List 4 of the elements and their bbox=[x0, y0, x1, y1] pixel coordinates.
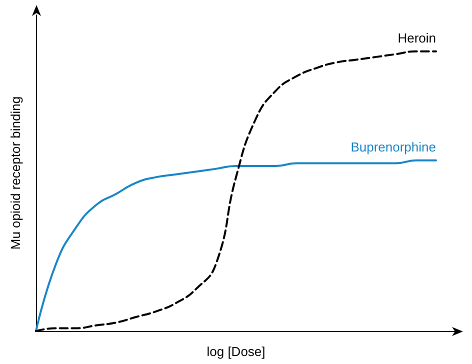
x-axis-title: log [Dose] bbox=[206, 344, 266, 359]
y-axis-title: Mu opioid receptor binding bbox=[8, 96, 23, 250]
series-label: Buprenorphine bbox=[350, 139, 436, 154]
series-label: Heroin bbox=[398, 30, 436, 46]
